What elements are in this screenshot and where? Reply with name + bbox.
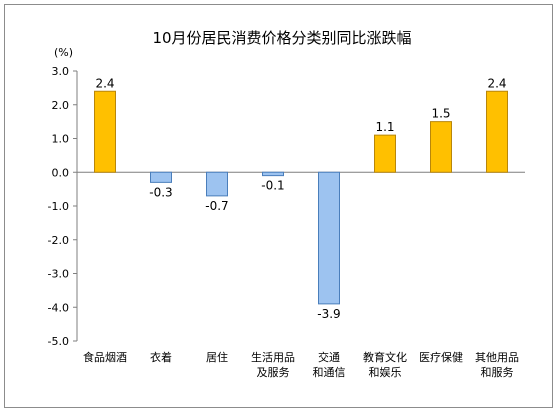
data-label: -0.7 xyxy=(205,199,228,213)
x-category-label: 生活用品 xyxy=(251,350,295,364)
x-category-label: 和服务 xyxy=(481,366,514,379)
bar xyxy=(150,171,172,183)
bar xyxy=(430,121,452,173)
chart-frame xyxy=(4,4,553,408)
bar xyxy=(94,90,116,173)
bar xyxy=(374,134,396,173)
y-tick-label: 2.0 xyxy=(52,99,70,112)
data-label: 1.5 xyxy=(431,107,450,121)
x-category-label: 和娱乐 xyxy=(369,365,402,379)
x-category-label: 居住 xyxy=(206,350,228,364)
bar xyxy=(206,171,228,197)
bar xyxy=(262,171,284,177)
bar xyxy=(486,90,508,173)
data-label: -0.3 xyxy=(149,185,172,199)
y-tick-label: 1.0 xyxy=(52,133,70,146)
y-tick-label: 0.0 xyxy=(52,166,70,179)
data-label: 2.4 xyxy=(487,76,506,90)
data-label: -0.1 xyxy=(261,179,284,193)
data-label: 2.4 xyxy=(95,76,114,90)
bar xyxy=(318,171,340,305)
x-category-label: 教育文化 xyxy=(363,350,407,364)
y-tick-label: -2.0 xyxy=(48,234,69,247)
y-tick-label: 3.0 xyxy=(52,65,70,78)
y-tick-label: -3.0 xyxy=(48,268,69,281)
data-label: 1.1 xyxy=(375,120,394,134)
x-category-label: 和通信 xyxy=(313,366,346,379)
y-tick-label: -4.0 xyxy=(48,301,69,314)
y-tick-label: -1.0 xyxy=(48,200,69,213)
x-category-label: 医疗保健 xyxy=(419,350,463,364)
x-category-label: 其他用品 xyxy=(475,351,519,364)
data-label: -3.9 xyxy=(317,307,340,321)
y-axis-unit: (%) xyxy=(54,46,73,59)
x-category-label: 食品烟酒 xyxy=(83,350,127,364)
x-category-label: 衣着 xyxy=(150,350,172,364)
y-tick-label: -5.0 xyxy=(48,335,69,348)
chart-title: 10月份居民消费价格分类别同比涨跌幅 xyxy=(152,29,411,47)
x-category-label: 交通 xyxy=(318,350,340,364)
x-category-label: 及服务 xyxy=(257,366,290,379)
